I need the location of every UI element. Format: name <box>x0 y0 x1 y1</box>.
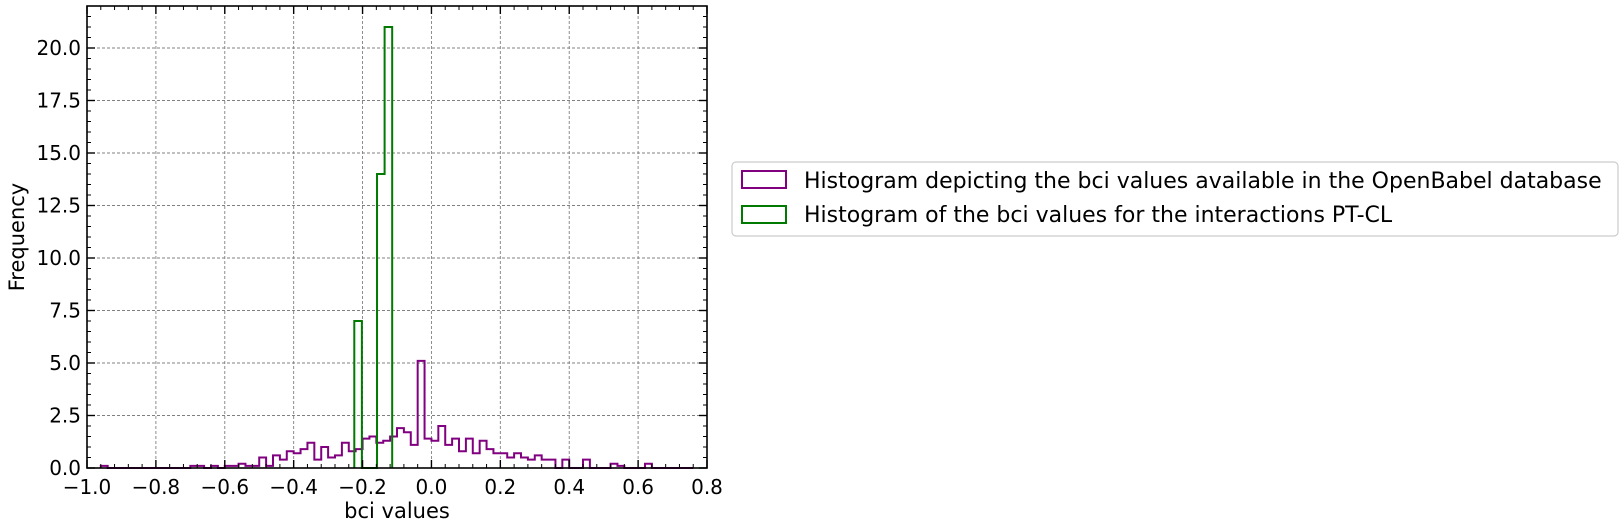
x-tick-label: 0.4 <box>553 475 585 499</box>
y-tick-label: 7.5 <box>49 299 81 323</box>
x-tick-label: −0.8 <box>132 475 181 499</box>
y-tick-label: 20.0 <box>36 36 81 60</box>
y-tick-labels: 0.0 2.5 5.0 7.5 10.0 12.5 15.0 17.5 20.0 <box>36 36 81 480</box>
x-tick-labels: −1.0 −0.8 −0.6 −0.4 −0.2 0.0 0.2 0.4 0.6 0.8 <box>63 475 723 499</box>
plot-frame <box>86 5 708 469</box>
histogram-bars <box>99 26 694 469</box>
x-tick-label: 0.8 <box>691 475 723 499</box>
x-tick-label: 0.0 <box>416 475 448 499</box>
legend: Histogram depicting the bci values avail… <box>731 161 1619 237</box>
x-tick-label: −0.6 <box>200 475 249 499</box>
legend-box <box>731 161 1619 237</box>
x-tick-label: −0.2 <box>338 475 387 499</box>
y-tick-label: 17.5 <box>36 89 81 113</box>
x-tick-label: −1.0 <box>63 475 112 499</box>
axis-ticks <box>86 5 708 469</box>
x-tick-label: 0.6 <box>622 475 654 499</box>
legend-label-openbabel: Histogram depicting the bci values avail… <box>804 169 1602 194</box>
legend-swatch-openbabel <box>741 170 787 189</box>
y-tick-label: 2.5 <box>49 404 81 428</box>
y-tick-label: 15.0 <box>36 141 81 165</box>
y-tick-label: 5.0 <box>49 351 81 375</box>
legend-swatch-pt-cl <box>741 205 787 224</box>
y-tick-label: 12.5 <box>36 194 81 218</box>
legend-label-pt-cl: Histogram of the bci values for the inte… <box>804 203 1393 228</box>
histogram-series-0 <box>99 359 694 469</box>
histogram-series-1 <box>353 26 394 469</box>
x-tick-label: 0.2 <box>484 475 516 499</box>
grid-lines <box>87 6 707 468</box>
y-tick-label: 10.0 <box>36 246 81 270</box>
x-tick-label: −0.4 <box>269 475 318 499</box>
y-axis-label: Frequency <box>5 183 29 292</box>
y-tick-label: 0.0 <box>49 456 81 480</box>
x-axis-label: bci values <box>344 499 450 523</box>
